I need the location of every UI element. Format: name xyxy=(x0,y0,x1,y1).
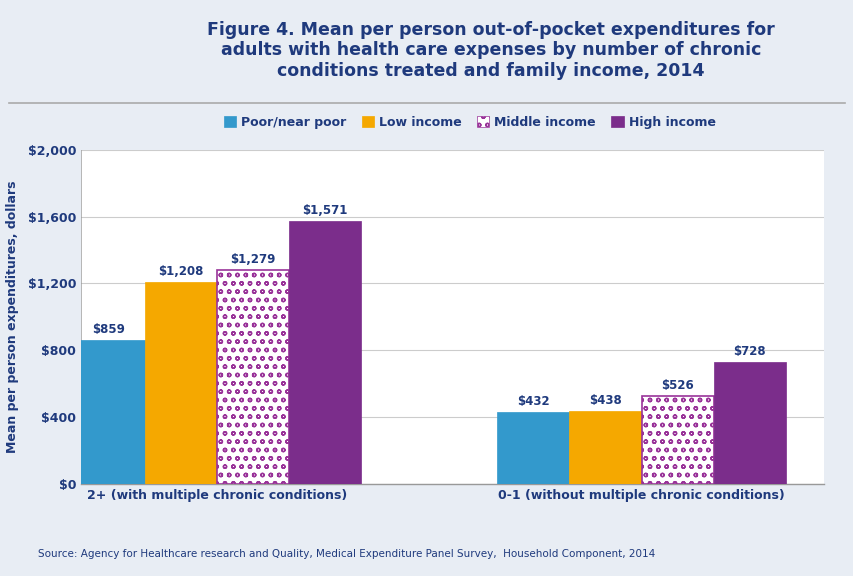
Text: $1,571: $1,571 xyxy=(302,204,347,217)
Legend: Poor/near poor, Low income, Middle income, High income: Poor/near poor, Low income, Middle incom… xyxy=(218,111,720,134)
Bar xyxy=(217,270,289,484)
Text: $1,208: $1,208 xyxy=(158,265,203,278)
Bar xyxy=(569,411,641,484)
Bar xyxy=(641,396,713,484)
Bar xyxy=(641,396,713,484)
Text: $1,279: $1,279 xyxy=(230,253,276,266)
Bar xyxy=(73,340,145,484)
Text: $432: $432 xyxy=(516,395,549,407)
Text: $526: $526 xyxy=(660,379,693,392)
Bar xyxy=(496,412,569,484)
Bar xyxy=(145,282,217,484)
Text: $859: $859 xyxy=(92,323,125,336)
Text: $728: $728 xyxy=(733,345,765,358)
Text: Source: Agency for Healthcare research and Quality, Medical Expenditure Panel Su: Source: Agency for Healthcare research a… xyxy=(38,549,655,559)
Y-axis label: Mean per person expenditures, dollars: Mean per person expenditures, dollars xyxy=(7,180,20,453)
Bar xyxy=(217,270,289,484)
Bar xyxy=(289,221,361,484)
Text: $438: $438 xyxy=(589,393,621,407)
Text: Figure 4. Mean per person out-of-pocket expenditures for
adults with health care: Figure 4. Mean per person out-of-pocket … xyxy=(207,21,774,80)
Bar xyxy=(713,362,785,484)
